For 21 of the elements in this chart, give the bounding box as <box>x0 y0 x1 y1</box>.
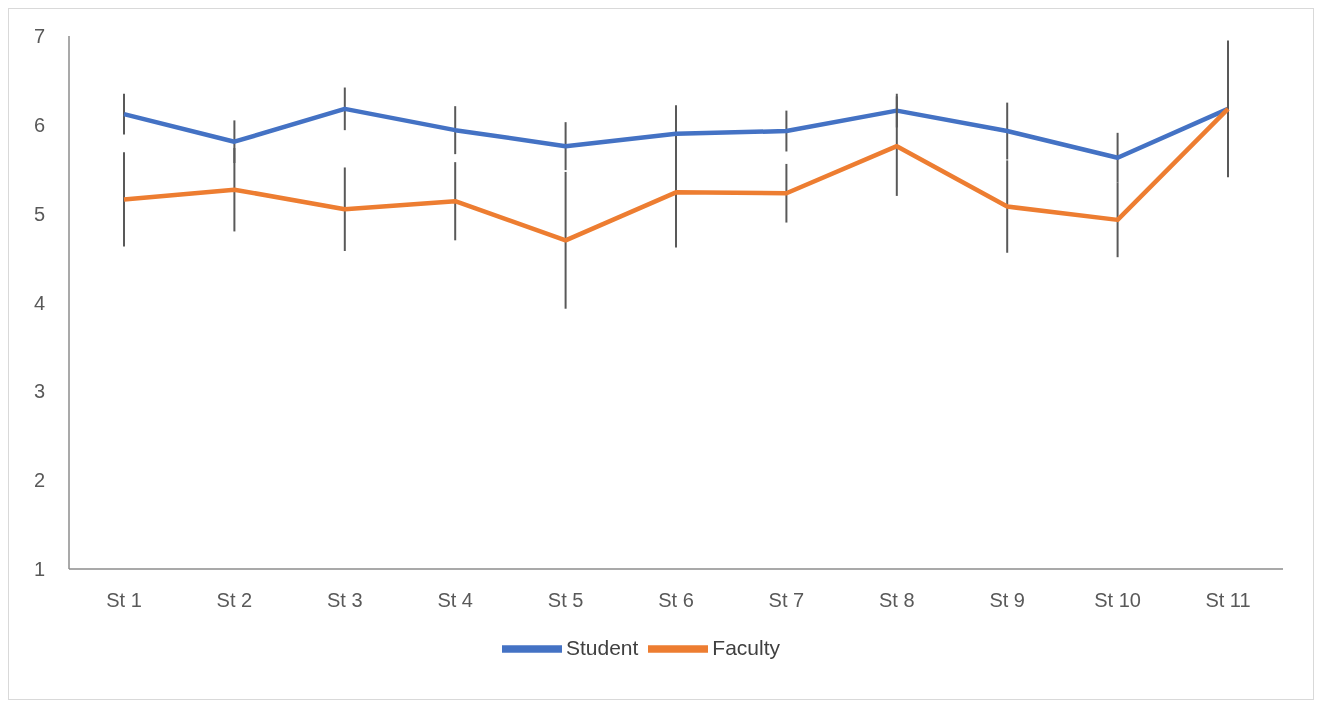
x-tick-label: St 9 <box>989 589 1025 612</box>
x-tick-label: St 11 <box>1205 589 1251 612</box>
x-tick-label: St 1 <box>106 589 142 612</box>
x-tick-label: St 3 <box>327 589 363 612</box>
y-tick-label: 4 <box>33 291 45 314</box>
legend-label: Student <box>565 635 639 659</box>
y-tick-label: 1 <box>33 558 45 581</box>
x-tick-label: St 6 <box>658 589 694 612</box>
x-tick-label: St 10 <box>1094 589 1141 612</box>
y-tick-label: 5 <box>33 202 45 225</box>
x-tick-label: St 5 <box>547 589 584 612</box>
x-tick-label: St 2 <box>216 589 253 612</box>
y-tick-label: 7 <box>33 25 45 48</box>
x-tick-label: St 8 <box>879 589 915 612</box>
x-tick-label: St 4 <box>437 589 473 612</box>
legend-label: Faculty <box>712 635 781 659</box>
y-tick-label: 3 <box>33 380 45 403</box>
x-tick-label: St 7 <box>768 589 805 612</box>
y-tick-label: 6 <box>33 113 45 136</box>
y-tick-label: 2 <box>33 469 45 492</box>
line-series <box>121 106 1231 243</box>
